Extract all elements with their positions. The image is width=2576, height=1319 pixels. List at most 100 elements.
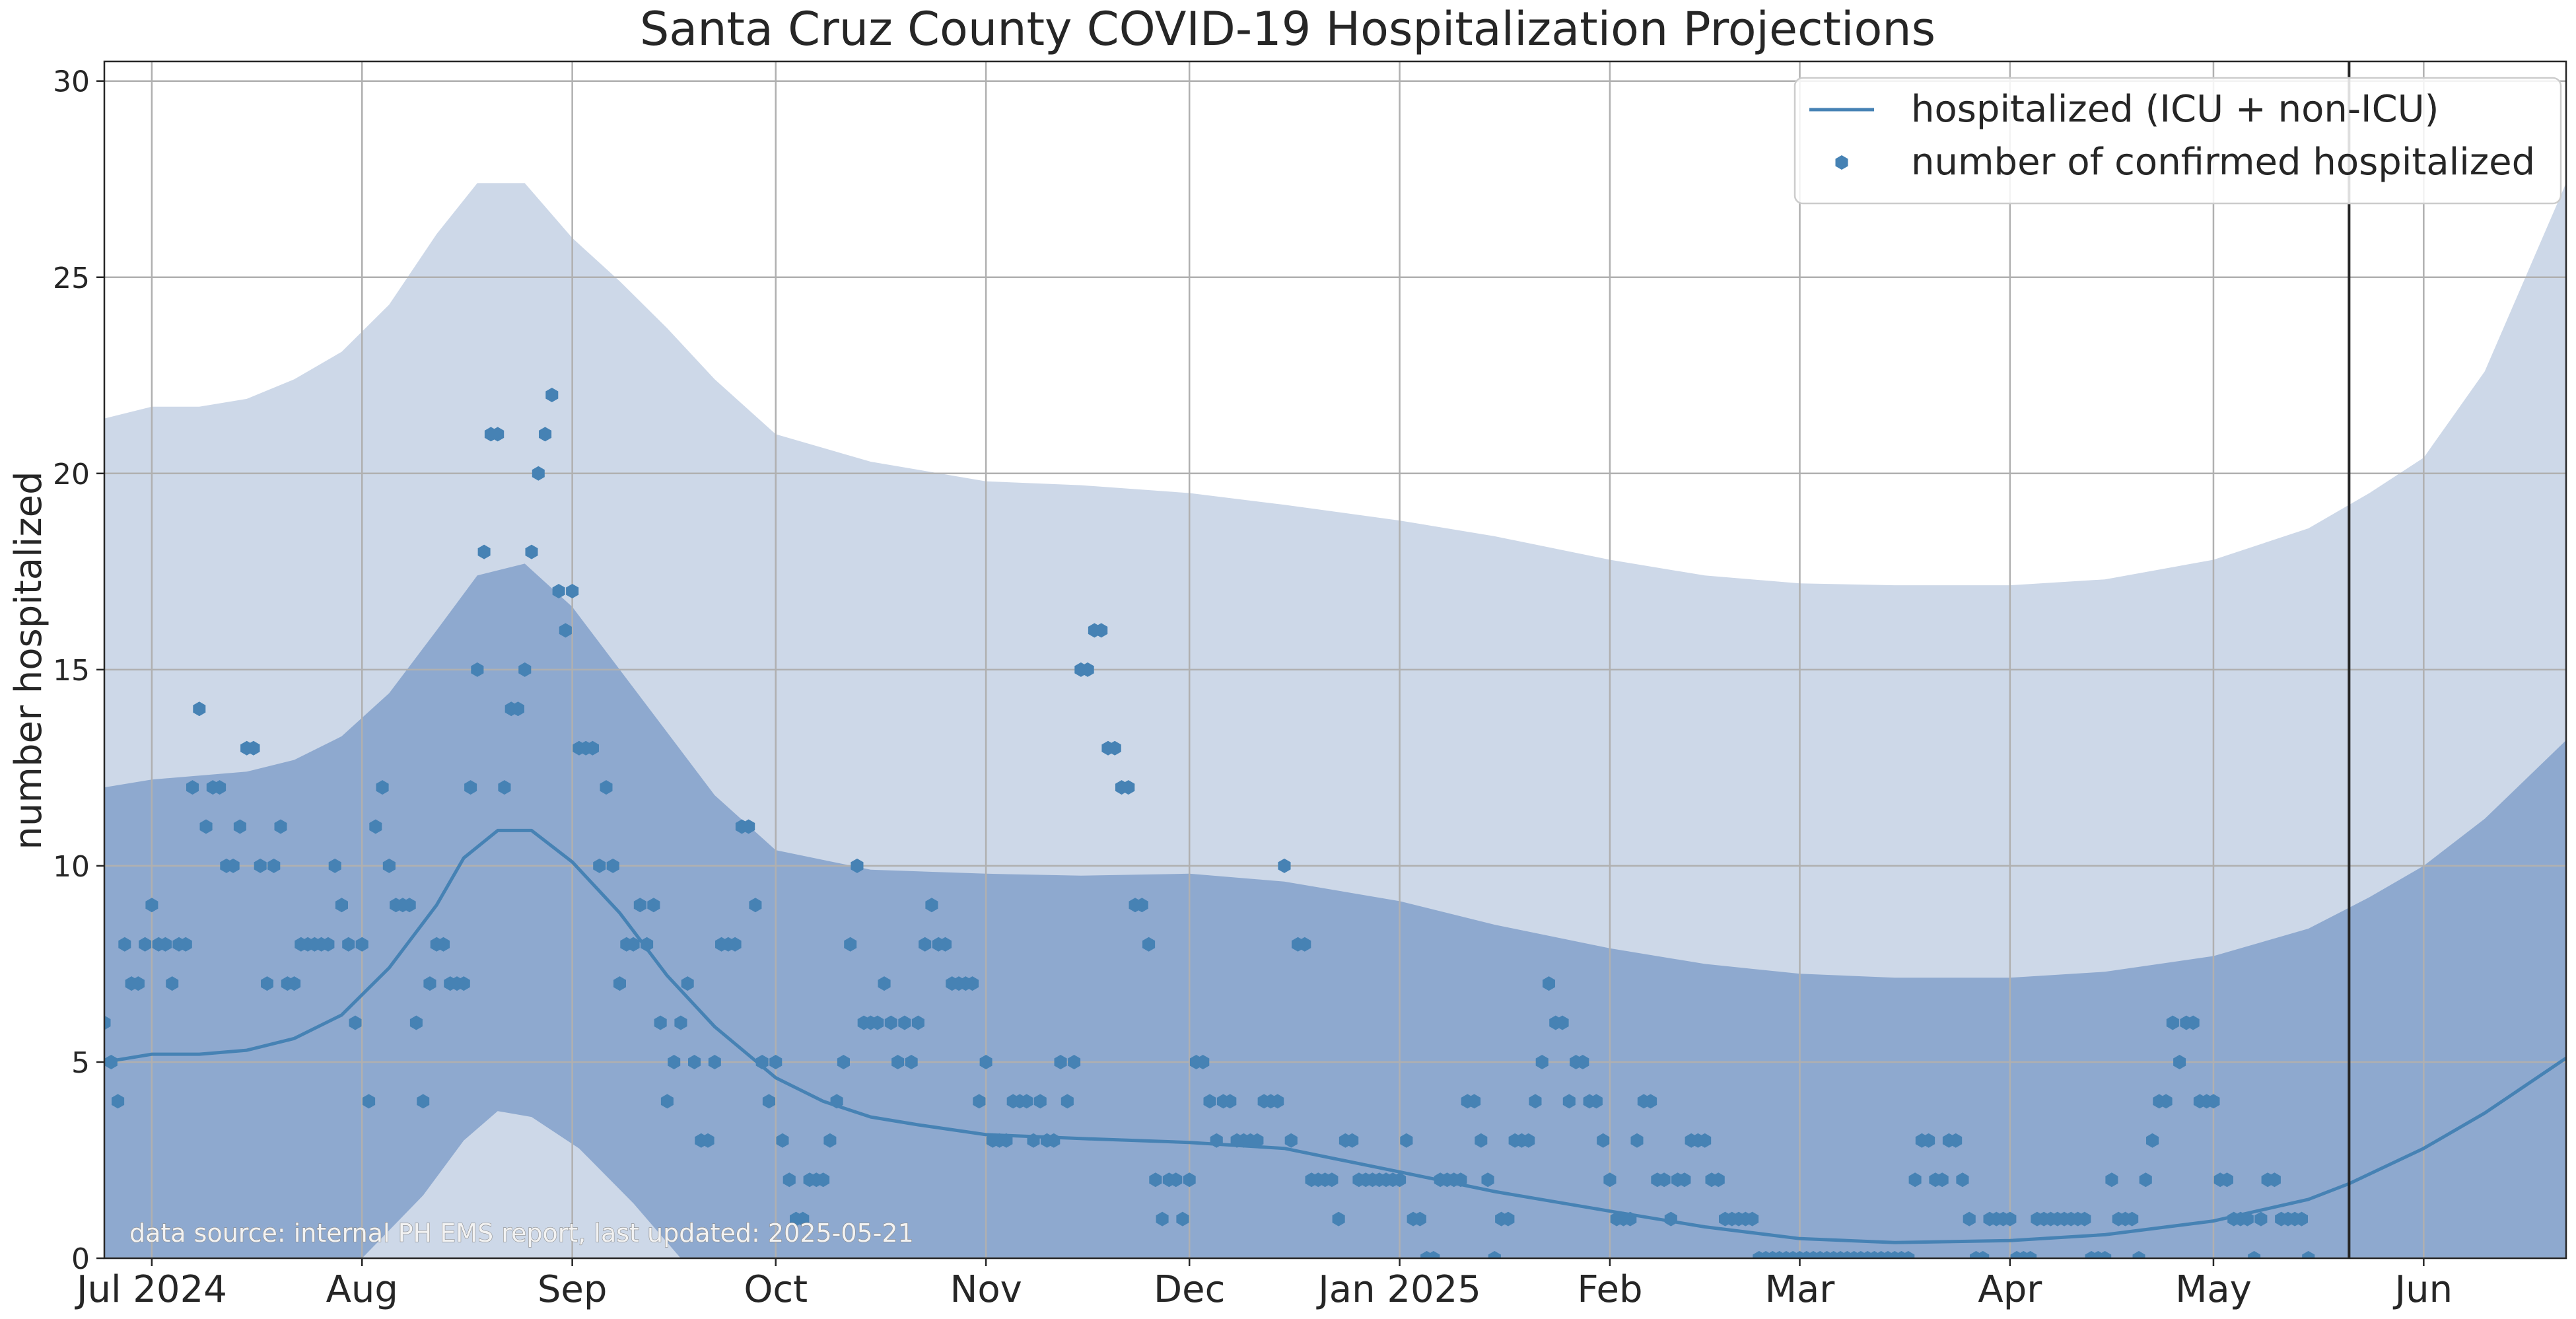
projection-line: [104, 828, 2566, 1244]
data-point: [166, 976, 179, 991]
data-point: [1427, 1251, 1440, 1258]
data-point: [633, 898, 646, 913]
data-point: [973, 1094, 986, 1109]
data-point: [437, 937, 450, 952]
data-point: [823, 1133, 837, 1148]
y-tick-label: 10: [53, 850, 90, 884]
data-point: [261, 976, 273, 991]
data-point: [2221, 1172, 2233, 1188]
data-point: [118, 937, 131, 952]
data-point: [749, 898, 762, 913]
data-point: [2126, 1211, 2139, 1227]
legend-marker-swatch: [1835, 155, 1848, 170]
data-point: [254, 858, 267, 873]
data-point: [1488, 1251, 1501, 1258]
data-point: [1589, 1094, 1603, 1109]
data-point: [1644, 1094, 1657, 1109]
data-point: [1183, 1172, 1196, 1188]
data-point: [905, 1055, 918, 1069]
data-point: [600, 780, 613, 795]
data-point: [776, 1133, 789, 1148]
data-point: [817, 1172, 830, 1188]
data-point: [2099, 1251, 2112, 1258]
y-tick-label: 20: [53, 458, 90, 491]
data-point: [1108, 740, 1121, 756]
data-point: [342, 937, 355, 952]
data-point: [979, 1055, 992, 1069]
data-point: [274, 819, 287, 834]
data-point: [213, 780, 226, 795]
y-tick-label: 0: [71, 1242, 90, 1276]
data-point: [613, 976, 626, 991]
data-point: [1963, 1211, 1976, 1227]
data-point: [355, 937, 368, 952]
data-point: [1603, 1172, 1617, 1188]
data-point: [376, 780, 389, 795]
data-point: [186, 780, 199, 795]
data-point: [708, 1055, 721, 1069]
data-point: [403, 898, 416, 913]
data-point: [654, 1015, 667, 1030]
data-point: [226, 858, 240, 873]
data-point: [1400, 1133, 1413, 1148]
data-point: [1529, 1094, 1542, 1109]
data-point: [1413, 1211, 1426, 1227]
data-point: [1393, 1172, 1407, 1188]
data-point: [464, 780, 477, 795]
data-point: [1122, 780, 1135, 795]
y-tick-label: 30: [53, 65, 90, 99]
plot-content: [104, 61, 2566, 1258]
data-point: [2302, 1251, 2315, 1258]
data-point: [1033, 1094, 1047, 1109]
data-point: [363, 1094, 376, 1109]
data-point: [701, 1133, 714, 1148]
data-point: [1332, 1211, 1345, 1227]
band-inner: [104, 563, 2566, 1258]
data-point: [104, 1015, 111, 1030]
data-point: [783, 1172, 796, 1188]
data-point: [627, 937, 640, 952]
data-point: [1664, 1211, 1677, 1227]
data-point: [1176, 1211, 1189, 1227]
data-point: [1630, 1133, 1644, 1148]
data-point: [586, 740, 599, 756]
data-point: [328, 858, 341, 873]
data-point: [247, 740, 260, 756]
data-point: [539, 427, 552, 442]
data-point: [837, 1055, 850, 1069]
data-point: [898, 1015, 911, 1030]
x-tick-label: Feb: [1577, 1268, 1642, 1311]
data-point: [796, 1211, 810, 1227]
data-point: [1149, 1172, 1162, 1188]
data-point: [511, 701, 524, 717]
data-point: [1535, 1055, 1549, 1069]
data-point: [891, 1055, 905, 1069]
data-point: [2241, 1211, 2254, 1227]
data-point: [349, 1015, 362, 1030]
data-point: [742, 819, 755, 834]
data-point: [1251, 1133, 1264, 1148]
data-point: [1156, 1211, 1169, 1227]
y-tick-label: 15: [53, 654, 90, 688]
data-point: [1054, 1055, 1067, 1069]
data-point: [471, 662, 484, 677]
data-point: [409, 1015, 423, 1030]
data-point: [660, 1094, 674, 1109]
data-point: [844, 937, 857, 952]
x-tick-label: Aug: [326, 1268, 398, 1311]
plot-area: 0 5 10 15 20 25 30 Jul 2024 Aug Sep Oct Nov Dec Jan 2…: [53, 60, 2567, 1311]
data-point: [1468, 1094, 1481, 1109]
data-point: [1095, 623, 1108, 638]
data-point: [1068, 1055, 1081, 1069]
data-point: [939, 937, 952, 952]
data-point: [335, 898, 348, 913]
data-point: [2003, 1211, 2017, 1227]
data-point: [2173, 1055, 2186, 1069]
data-point: [1027, 1133, 1040, 1148]
data-point: [762, 1094, 775, 1109]
data-point: [2166, 1015, 2179, 1030]
data-point: [1562, 1094, 1576, 1109]
data-point: [1061, 1094, 1074, 1109]
data-point: [1169, 1172, 1183, 1188]
